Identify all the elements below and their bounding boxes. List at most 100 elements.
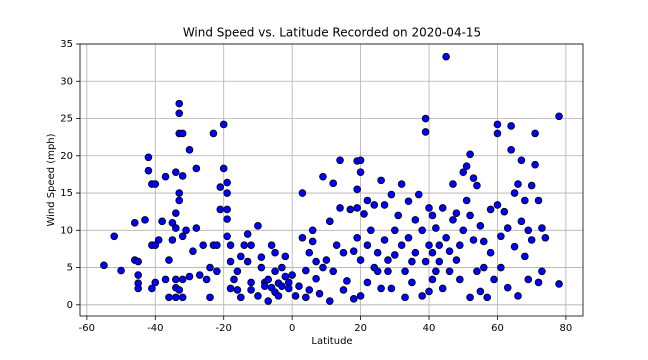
point — [521, 196, 529, 205]
point — [356, 256, 365, 264]
point — [339, 248, 348, 257]
point — [353, 204, 361, 212]
y-tick-label: 30 — [60, 76, 73, 87]
point — [500, 207, 509, 216]
point — [541, 233, 550, 242]
point — [411, 248, 420, 257]
point — [325, 297, 334, 305]
point — [428, 211, 437, 220]
point — [414, 190, 423, 199]
point — [216, 183, 225, 191]
point — [322, 256, 331, 264]
point — [199, 241, 207, 250]
point — [510, 242, 519, 251]
point — [264, 275, 272, 284]
point — [237, 293, 245, 302]
point — [486, 205, 495, 214]
point — [271, 248, 279, 257]
point — [425, 204, 433, 212]
point — [219, 164, 228, 173]
point — [172, 224, 180, 232]
point — [514, 292, 522, 300]
point — [185, 146, 194, 154]
point — [452, 256, 461, 264]
point — [161, 275, 170, 284]
point — [223, 205, 231, 214]
point — [363, 241, 372, 250]
point — [172, 209, 180, 217]
point — [213, 267, 221, 276]
point — [154, 236, 163, 244]
point — [267, 241, 276, 250]
point — [459, 226, 468, 235]
point — [302, 293, 310, 302]
point — [308, 226, 317, 235]
y-tick-label: 15 — [60, 188, 73, 199]
point — [428, 275, 437, 284]
point — [308, 237, 317, 246]
point — [435, 257, 444, 266]
point — [442, 52, 450, 61]
point — [219, 120, 228, 129]
point — [425, 241, 433, 250]
point — [110, 232, 119, 241]
point — [168, 219, 177, 227]
x-tick-label: -40 — [147, 323, 163, 334]
point — [141, 216, 149, 224]
point — [473, 267, 481, 276]
x-tick-label: 60 — [491, 323, 504, 334]
point — [254, 222, 262, 230]
point — [243, 230, 252, 238]
point — [445, 267, 454, 276]
point — [144, 166, 153, 175]
point — [425, 287, 433, 296]
point — [421, 128, 430, 136]
point — [377, 284, 385, 293]
point — [466, 150, 474, 159]
point — [459, 168, 468, 176]
point — [134, 284, 142, 293]
x-tick-label: 40 — [423, 323, 436, 334]
point — [237, 252, 245, 261]
point — [408, 257, 416, 266]
point — [151, 278, 160, 287]
point — [216, 205, 225, 214]
point — [353, 233, 361, 242]
point — [503, 224, 512, 232]
y-tick-label: 5 — [67, 263, 73, 274]
point — [332, 241, 341, 250]
point — [336, 204, 344, 212]
point — [172, 275, 180, 284]
point — [151, 241, 160, 250]
point — [302, 266, 310, 275]
point — [284, 284, 293, 293]
point — [151, 180, 160, 188]
x-tick-label: 0 — [289, 323, 295, 334]
point — [172, 168, 180, 176]
point — [226, 257, 235, 266]
point — [524, 226, 533, 235]
point — [298, 233, 307, 242]
point — [178, 172, 187, 180]
x-tick-label: 80 — [560, 323, 573, 334]
point — [469, 236, 478, 244]
point — [391, 226, 399, 235]
point — [206, 293, 214, 302]
point — [438, 204, 447, 212]
point — [360, 210, 368, 218]
point — [230, 275, 238, 284]
point — [404, 197, 413, 206]
point — [370, 201, 379, 209]
point — [380, 236, 389, 244]
point — [336, 156, 344, 165]
point — [226, 241, 235, 250]
point — [391, 251, 399, 259]
point — [192, 224, 201, 232]
point — [517, 156, 526, 165]
point — [148, 284, 156, 293]
point — [178, 293, 187, 302]
point — [312, 257, 320, 266]
point — [363, 196, 372, 205]
point — [223, 215, 231, 223]
point — [257, 263, 266, 272]
